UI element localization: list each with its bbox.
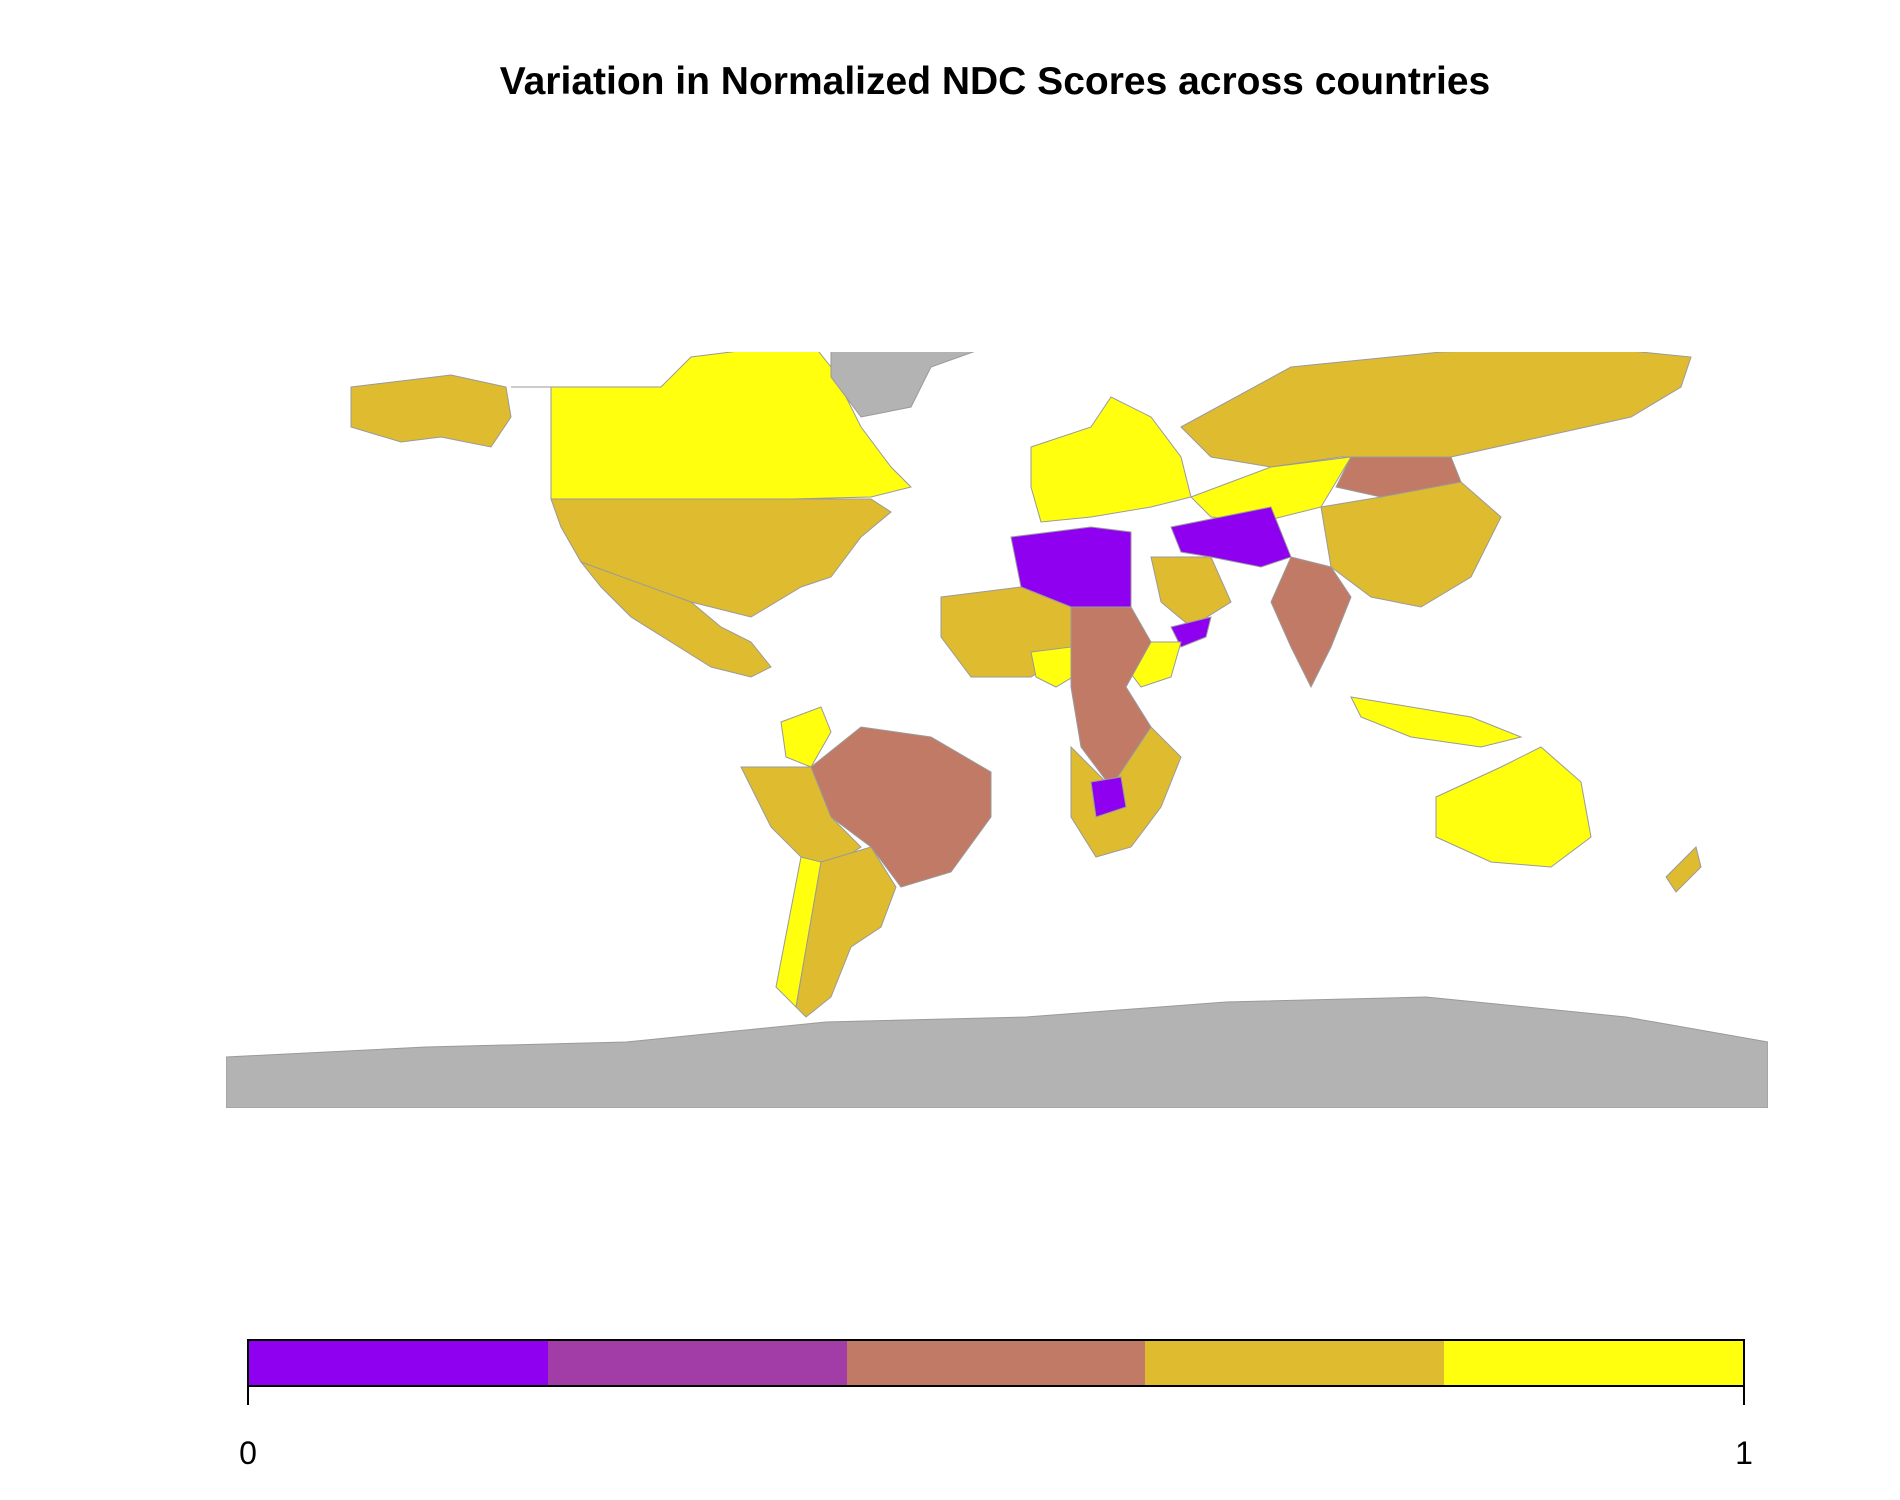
country-western-europe [1030, 396, 1192, 523]
country-southern-africa [1070, 726, 1182, 858]
country-mexico [579, 560, 772, 678]
country-colombia [780, 706, 832, 768]
chart-title: Variation in Normalized NDC Scores acros… [499, 60, 1491, 103]
legend-swatch-4 [1145, 1341, 1445, 1385]
country-new-zealand [1665, 846, 1702, 893]
color-legend: 0 1 [239, 1339, 1753, 1471]
country-nigeria [1030, 646, 1082, 688]
map-svg [226, 352, 1768, 1108]
country-greenland [830, 352, 975, 418]
legend-tick-min [247, 1387, 249, 1405]
country-russia [1180, 352, 1692, 468]
country-indonesia [1350, 696, 1523, 748]
legend-swatch-3 [846, 1341, 1146, 1385]
legend-max-label: 1 [1735, 1435, 1753, 1471]
legend-swatch-5 [1444, 1341, 1743, 1385]
country-saudi-arabia [1150, 556, 1232, 628]
country-argentina [795, 846, 897, 1018]
legend-swatch-1 [249, 1341, 548, 1385]
country-botswana [1090, 776, 1127, 818]
country-australia [1435, 746, 1592, 868]
country-china [1320, 481, 1502, 608]
legend-tick-max [1743, 1387, 1745, 1405]
country-iran-afghanistan [1170, 506, 1292, 568]
legend-swatch-2 [547, 1341, 847, 1385]
map-layer [350, 352, 1702, 1018]
country-antarctica [226, 996, 1768, 1108]
world-map [226, 352, 1768, 1108]
country-alaska [350, 374, 512, 448]
country-yemen [1170, 616, 1212, 648]
legend-min-label: 0 [239, 1435, 257, 1471]
country-brazil [810, 726, 992, 888]
legend-bar [247, 1339, 1745, 1387]
country-india [1270, 556, 1352, 689]
country-united-states [550, 498, 892, 618]
